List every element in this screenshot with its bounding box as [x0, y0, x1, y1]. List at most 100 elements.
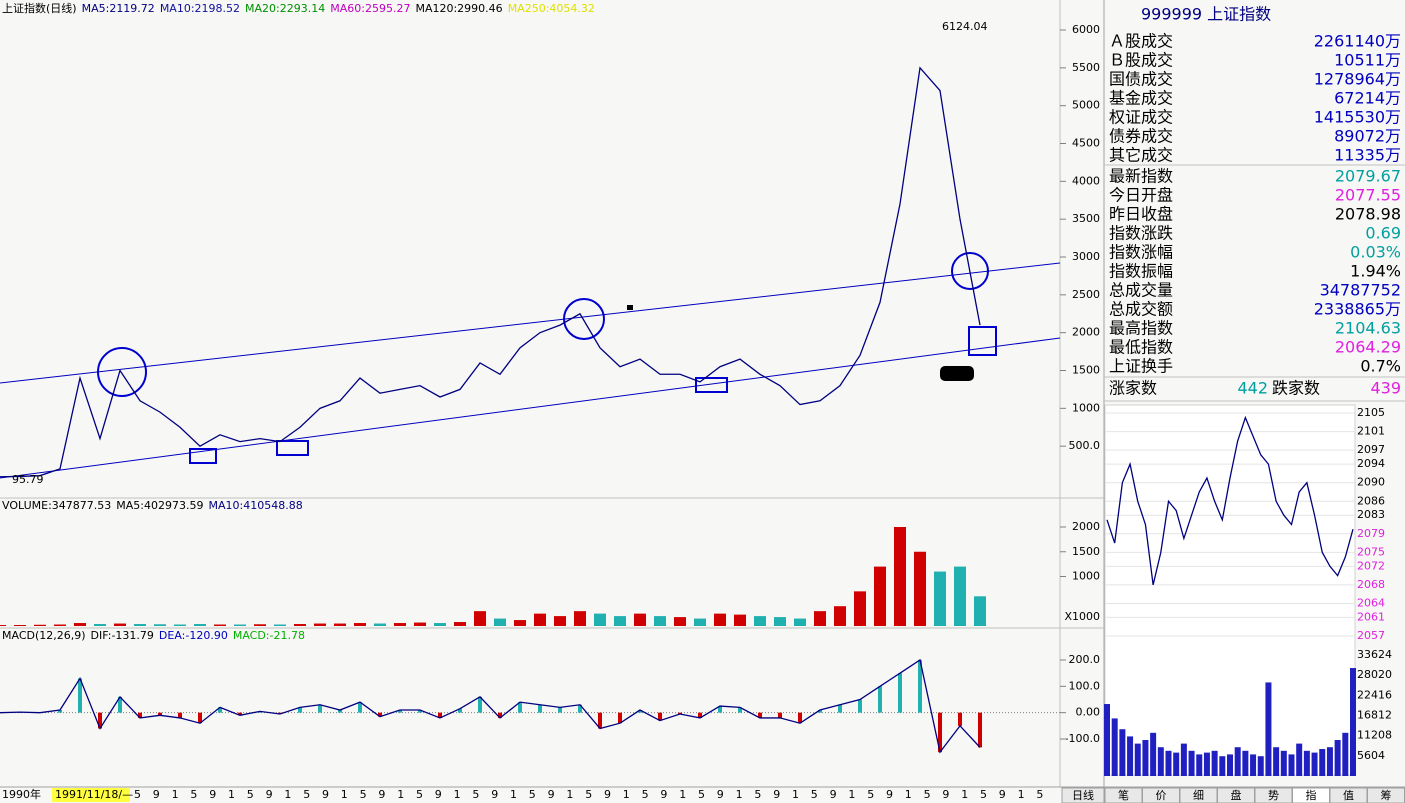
month-label: 5 [134, 788, 141, 801]
month-label: 9 [717, 788, 724, 801]
marker-blob [940, 366, 974, 381]
volume-bar [1234, 747, 1241, 776]
y-tick-label: 2057 [1357, 629, 1385, 642]
y-tick-label: 3500 [1072, 212, 1100, 225]
low-label: 95.79 [12, 473, 44, 486]
volume-bar [794, 618, 806, 626]
volume-bar [1288, 754, 1295, 776]
y-tick-label: 5604 [1357, 749, 1385, 762]
field-value: 2077.55 [1335, 186, 1401, 205]
month-label: 9 [266, 788, 273, 801]
field-label: Ｂ股成交 [1109, 51, 1173, 70]
macd-bar [238, 712, 242, 716]
volume-bar [674, 617, 686, 626]
tab-label[interactable]: 筹 [1381, 788, 1392, 802]
field-label: Ａ股成交 [1109, 32, 1173, 51]
volume-bar [374, 623, 386, 626]
volume-bar [1273, 747, 1280, 776]
volume-bar [1104, 704, 1110, 776]
y-tick-label: 2075 [1357, 545, 1385, 558]
volume-bar [1265, 682, 1272, 776]
volume-bar [1311, 752, 1318, 776]
month-label: 5 [924, 788, 931, 801]
volume-bar [1280, 750, 1287, 776]
month-label: 1 [623, 788, 630, 801]
tab-label[interactable]: 值 [1343, 789, 1354, 802]
month-label: 5 [698, 788, 705, 801]
field-label: 最低指数 [1109, 338, 1173, 357]
month-label: 1 [848, 788, 855, 801]
macd-bar [718, 706, 722, 713]
tab-label[interactable]: 日线 [1072, 788, 1094, 802]
tab-label[interactable]: 价 [1156, 789, 1167, 802]
volume-bar [634, 613, 646, 626]
tab-label[interactable]: 笔 [1118, 788, 1129, 802]
volume-bar [1157, 747, 1164, 776]
macd-bar [518, 702, 522, 713]
month-label: 9 [942, 788, 949, 801]
macd-bar [778, 712, 782, 718]
macd-bar [458, 708, 462, 713]
volume-bar [554, 616, 566, 626]
field-value: 11335万 [1334, 146, 1401, 165]
month-label: 9 [209, 788, 216, 801]
month-label: 9 [435, 788, 442, 801]
y-tick-label: 4000 [1072, 174, 1100, 187]
month-label: 5 [190, 788, 197, 801]
y-tick-label: 4500 [1072, 137, 1100, 150]
tab-label[interactable]: 势 [1268, 789, 1279, 802]
volume-bar [94, 624, 106, 626]
tab-label[interactable]: 指 [1306, 788, 1317, 802]
volume-bar [914, 551, 926, 626]
month-label: 5 [811, 788, 818, 801]
panel-title: 999999 上证指数 [1141, 5, 1271, 24]
macd-bar [638, 710, 642, 713]
field-label: 今日开盘 [1109, 186, 1173, 205]
month-label: 5 [360, 788, 367, 801]
volume-bar [114, 623, 126, 626]
macd-bar [758, 712, 762, 718]
volume-bar [754, 616, 766, 626]
tab-label[interactable]: 细 [1193, 789, 1204, 802]
volume-bar [54, 624, 66, 626]
month-label: 5 [529, 788, 536, 801]
y-tick-label: 2000 [1072, 326, 1100, 339]
field-value: 34787752 [1320, 281, 1401, 300]
volume-bar [694, 618, 706, 626]
volume-bar [314, 623, 326, 626]
tab[interactable] [1061, 787, 1105, 803]
indicator-label: MA250:4054.32 [508, 2, 595, 15]
volume-bar [934, 571, 946, 626]
y-tick-label: 2094 [1357, 457, 1385, 470]
volume-bar [1203, 752, 1210, 776]
volume-bar [474, 611, 486, 626]
volume-bar [1326, 747, 1333, 776]
volume-bar [1150, 732, 1157, 776]
tab-label[interactable]: 盘 [1231, 788, 1242, 802]
volume-bar [134, 624, 146, 626]
macd-bar [418, 710, 422, 713]
month-label: 1 [284, 788, 291, 801]
month-label: 9 [886, 788, 893, 801]
field-label: 昨日收盘 [1109, 205, 1173, 224]
month-label: 1 [566, 788, 573, 801]
field-label: 债券成交 [1109, 127, 1173, 146]
volume-bar [74, 623, 86, 626]
volume-bar [1119, 729, 1126, 776]
volume-bar [774, 617, 786, 626]
macd-bar [858, 699, 862, 713]
volume-bar [1342, 732, 1349, 776]
volume-bar [194, 624, 206, 626]
volume-bar [1319, 749, 1326, 776]
macd-bar [538, 704, 542, 713]
month-label: 1 [454, 788, 461, 801]
macd-bar [78, 678, 82, 713]
macd-bar [838, 704, 842, 713]
y-tick-label: 2068 [1357, 578, 1385, 591]
y-tick-label: 5500 [1072, 61, 1100, 74]
indicator-label: DEA:-120.90 [159, 629, 228, 642]
volume-bar [954, 566, 966, 626]
volume-bar [1127, 736, 1134, 776]
field-label: 其它成交 [1109, 146, 1173, 165]
field-value: 1415530万 [1314, 108, 1401, 127]
